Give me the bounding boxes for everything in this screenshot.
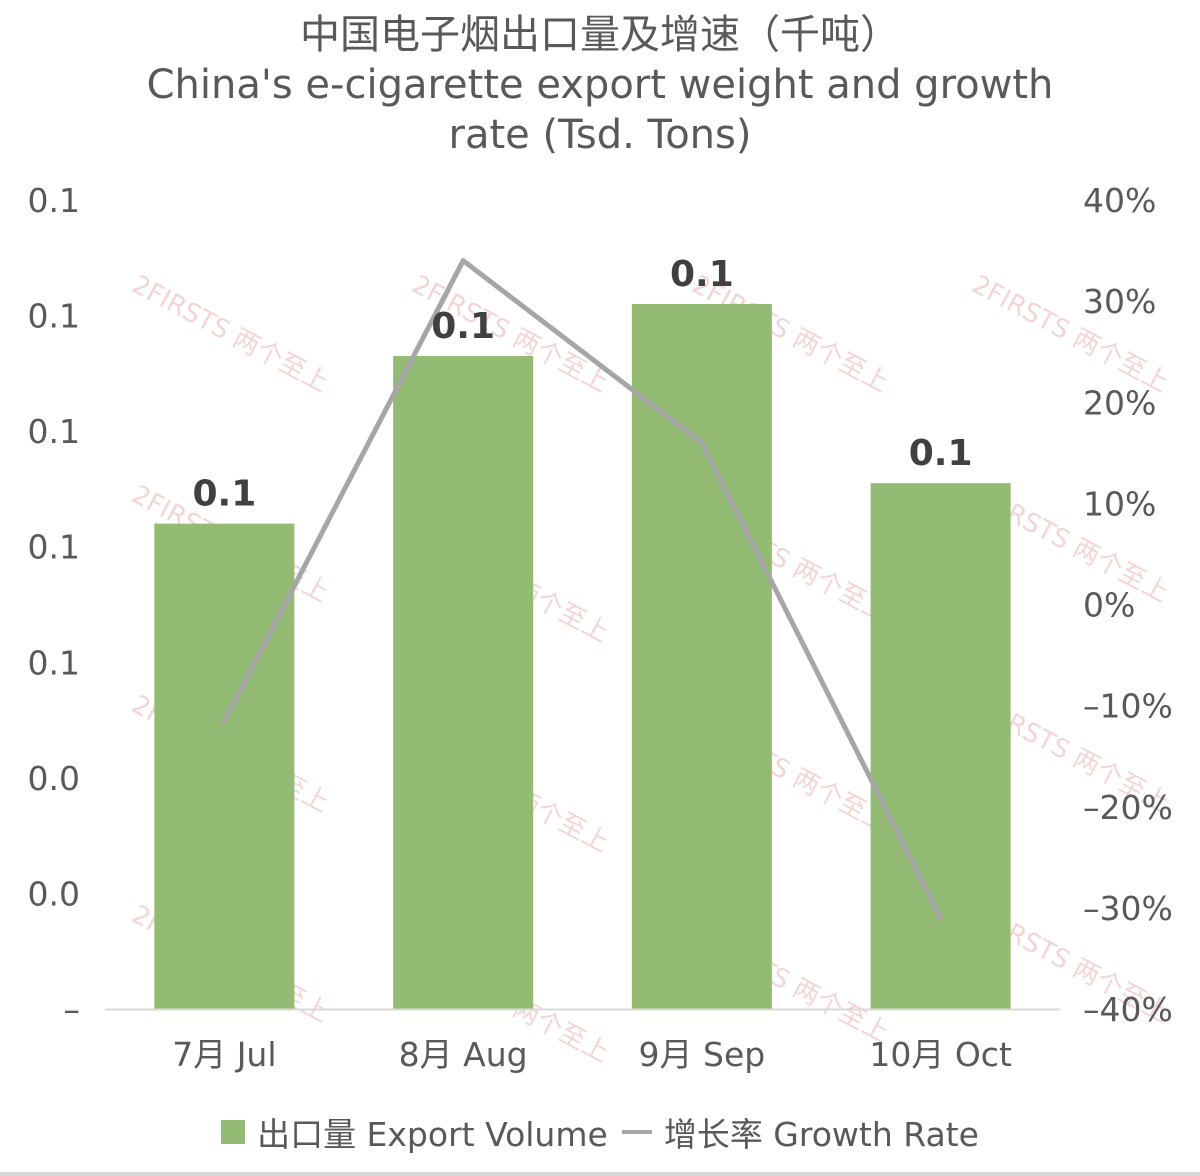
bar-data-label: 0.1 [192, 474, 256, 515]
bar-data-label: 0.1 [670, 254, 734, 295]
chart-title-en-line1: China's e-cigarette export weight and gr… [146, 62, 1054, 108]
right-axis-tick-label: 20% [1083, 383, 1156, 422]
left-axis-ticks: – 0.0 0.0 0.1 0.1 0.1 0.1 0.1 [28, 181, 80, 1029]
right-axis-tick-label: 10% [1083, 484, 1156, 523]
category-label: 10月 Oct [869, 1035, 1012, 1074]
left-axis-tick-label: 0.1 [28, 297, 80, 336]
category-axis-labels: 7月 Jul 8月 Aug 9月 Sep 10月 Oct [172, 1035, 1012, 1074]
chart-title-cn: 中国电子烟出口量及增速（千吨） [300, 12, 900, 58]
category-label: 7月 Jul [172, 1035, 276, 1074]
bar-data-label: 0.1 [909, 433, 973, 474]
legend-line-label: 增长率 Growth Rate [663, 1115, 979, 1154]
legend-bar-swatch [221, 1120, 246, 1144]
bar-data-labels: 0.1 0.1 0.1 0.1 [192, 254, 972, 515]
right-axis-ticks: –40% –30% –20% –10% 0% 10% 20% 30% 40% [1083, 181, 1173, 1029]
left-axis-tick-label: 0.1 [28, 643, 80, 682]
right-axis-tick-label: 30% [1083, 282, 1156, 321]
category-label: 8月 Aug [399, 1035, 528, 1074]
left-axis-tick-label: 0.0 [28, 874, 80, 913]
chart-title-en-line2: rate (Tsd. Tons) [448, 112, 752, 158]
legend-bar-label: 出口量 Export Volume [257, 1115, 608, 1154]
growth-line [221, 258, 944, 921]
right-axis-tick-label: 40% [1083, 181, 1156, 220]
category-label: 9月 Sep [639, 1035, 766, 1074]
bar [870, 483, 1011, 1009]
bar-series [154, 304, 1011, 1009]
chart-canvas: 2FIRSTS 两个至上 2FIRSTS 两个至上 2FIRSTS 两个至上 2FIR… [28, 181, 1174, 1074]
left-axis-tick-label: – [64, 990, 81, 1029]
right-axis-tick-label: –10% [1083, 687, 1173, 726]
left-axis-tick-label: 0.1 [28, 181, 80, 220]
bottom-border [0, 1172, 1200, 1176]
left-axis-tick-label: 0.0 [28, 759, 80, 798]
legend: 出口量 Export Volume 增长率 Growth Rate [0, 1108, 1200, 1156]
left-axis-tick-label: 0.1 [28, 528, 80, 567]
right-axis-tick-label: –30% [1083, 889, 1173, 928]
bar-data-label: 0.1 [431, 306, 495, 347]
legend-line-swatch [621, 1130, 652, 1134]
left-axis-tick-label: 0.1 [28, 412, 80, 451]
watermark-text: 2FIRSTS 两个至上 [127, 270, 334, 399]
bar [631, 304, 772, 1009]
right-axis-tick-label: –20% [1083, 788, 1173, 827]
bar [393, 356, 534, 1009]
bar [154, 523, 295, 1009]
growth-line-series [221, 258, 944, 921]
right-axis-tick-label: –40% [1083, 990, 1173, 1029]
right-axis-tick-label: 0% [1083, 586, 1135, 625]
